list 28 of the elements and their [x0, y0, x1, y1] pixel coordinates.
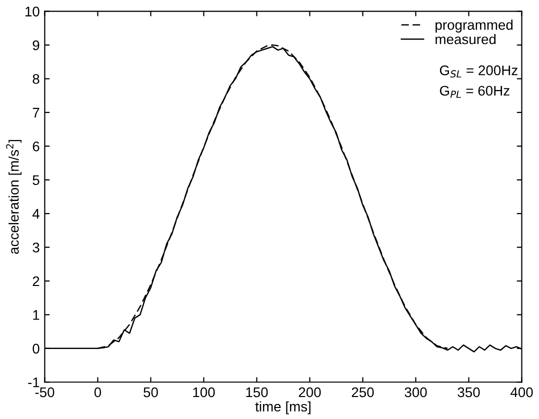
y-tick-label: 3 [32, 242, 40, 252]
x-tick-label: 200 [298, 387, 321, 398]
annotation: G$_{PL}$ = 60Hz [440, 86, 510, 98]
x-tick-label: 150 [246, 387, 268, 398]
y-tick-label: 7 [32, 108, 40, 118]
x-tick-label: 250 [352, 387, 374, 398]
y-tick-label: -1 [28, 378, 40, 388]
y-tick-label: 4 [32, 209, 40, 219]
x-tick-label: 50 [144, 387, 158, 398]
annotation: G$_{SL}$ = 200Hz [440, 65, 518, 78]
x-tick-label: 350 [458, 387, 480, 398]
x-tick-label: 100 [193, 387, 215, 398]
legend-label: measured [436, 34, 496, 44]
y-axis-title: acceleration [m/s$^{2}$] [6, 140, 22, 254]
y-tick-label: 6 [32, 141, 40, 152]
y-tick-label: 8 [32, 74, 40, 84]
y-tick-label: 0 [32, 344, 40, 354]
legend-label: programmed [436, 20, 513, 33]
x-tick-label: 300 [404, 387, 427, 398]
x-tick-label: 0 [94, 387, 102, 398]
y-tick-label: 2 [32, 276, 40, 286]
y-tick-label: 1 [33, 310, 40, 320]
y-tick-label: 9 [32, 40, 40, 50]
x-tick-label: 400 [510, 387, 533, 398]
y-tick-label: 10 [25, 6, 40, 16]
y-tick-label: 5 [32, 175, 40, 186]
x-tick-label: -50 [35, 387, 54, 398]
x-axis-title: time [ms] [255, 401, 310, 414]
